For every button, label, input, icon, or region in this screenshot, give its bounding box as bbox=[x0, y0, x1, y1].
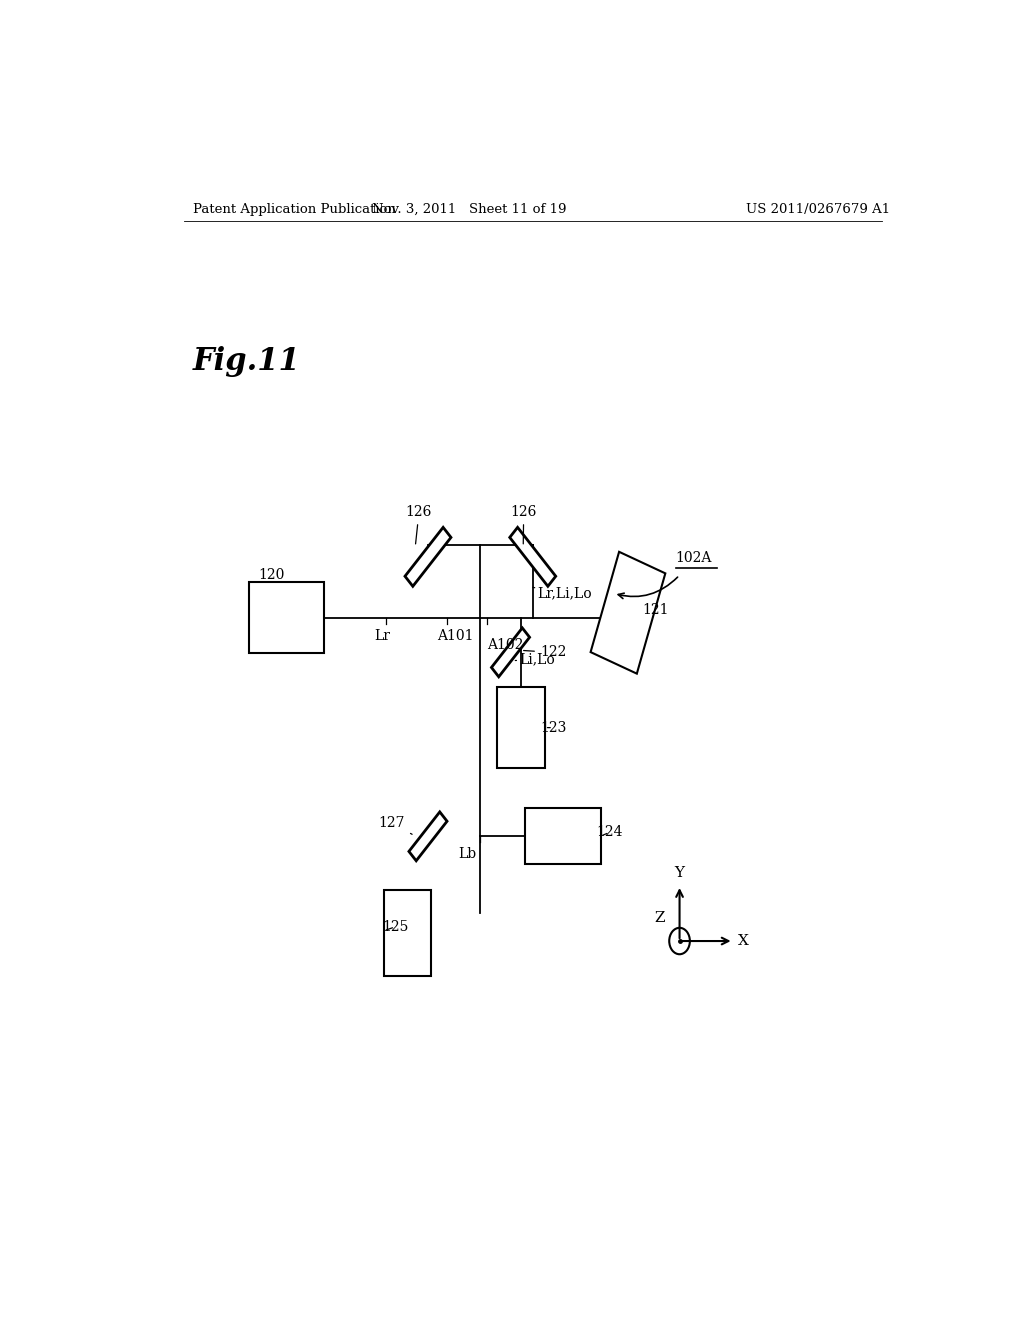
Polygon shape bbox=[492, 628, 529, 677]
Text: Nov. 3, 2011   Sheet 11 of 19: Nov. 3, 2011 Sheet 11 of 19 bbox=[372, 203, 566, 215]
Text: Li,Lo: Li,Lo bbox=[515, 652, 555, 667]
Text: Y: Y bbox=[675, 866, 685, 880]
Text: 120: 120 bbox=[258, 568, 285, 582]
Polygon shape bbox=[409, 812, 447, 861]
Text: 123: 123 bbox=[540, 721, 566, 735]
Polygon shape bbox=[384, 890, 431, 975]
Text: A102: A102 bbox=[486, 638, 523, 652]
Text: 122: 122 bbox=[523, 645, 566, 660]
Text: Patent Application Publication: Patent Application Publication bbox=[194, 203, 396, 215]
Text: 126: 126 bbox=[511, 506, 537, 544]
Polygon shape bbox=[591, 552, 666, 673]
Text: 124: 124 bbox=[596, 825, 623, 840]
Polygon shape bbox=[510, 528, 556, 586]
Polygon shape bbox=[249, 582, 325, 653]
Text: Z: Z bbox=[654, 911, 666, 925]
Text: 126: 126 bbox=[406, 506, 432, 544]
Text: 102A: 102A bbox=[676, 550, 712, 565]
Text: Lr: Lr bbox=[374, 630, 390, 643]
Text: X: X bbox=[738, 935, 750, 948]
Polygon shape bbox=[525, 808, 601, 865]
Text: US 2011/0267679 A1: US 2011/0267679 A1 bbox=[746, 203, 891, 215]
Text: A101: A101 bbox=[437, 630, 474, 643]
Polygon shape bbox=[497, 686, 545, 768]
Polygon shape bbox=[404, 528, 451, 586]
Text: 125: 125 bbox=[382, 920, 409, 933]
Text: 121: 121 bbox=[642, 603, 669, 616]
Text: 127: 127 bbox=[379, 816, 412, 834]
Text: Fig.11: Fig.11 bbox=[194, 346, 301, 378]
Text: Lb: Lb bbox=[458, 846, 476, 861]
Text: Lr,Li,Lo: Lr,Li,Lo bbox=[532, 586, 592, 601]
